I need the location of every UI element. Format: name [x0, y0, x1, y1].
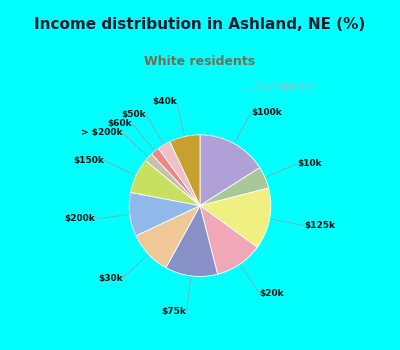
Text: $40k: $40k	[152, 97, 177, 106]
Wedge shape	[200, 168, 268, 206]
Wedge shape	[136, 206, 200, 268]
Text: $75k: $75k	[162, 307, 187, 315]
Text: $200k: $200k	[64, 215, 95, 223]
Wedge shape	[200, 135, 260, 206]
Text: $100k: $100k	[251, 108, 282, 117]
Wedge shape	[200, 188, 271, 247]
Wedge shape	[129, 193, 200, 236]
Wedge shape	[158, 141, 200, 206]
Wedge shape	[130, 161, 200, 206]
Text: White residents: White residents	[144, 55, 256, 68]
Text: $30k: $30k	[98, 274, 122, 283]
Wedge shape	[146, 154, 200, 206]
Text: $50k: $50k	[121, 110, 146, 119]
Text: Income distribution in Ashland, NE (%): Income distribution in Ashland, NE (%)	[34, 16, 366, 32]
Text: > $200k: > $200k	[81, 128, 122, 138]
Text: $125k: $125k	[304, 221, 335, 230]
Text: $20k: $20k	[260, 289, 284, 298]
Wedge shape	[152, 148, 200, 206]
Text: $10k: $10k	[298, 159, 322, 168]
Text: $150k: $150k	[73, 156, 104, 165]
Text: ⓘ City-Data.com: ⓘ City-Data.com	[247, 82, 314, 91]
Text: $60k: $60k	[108, 119, 132, 128]
Wedge shape	[200, 206, 257, 274]
Wedge shape	[166, 206, 218, 276]
Wedge shape	[170, 135, 200, 206]
